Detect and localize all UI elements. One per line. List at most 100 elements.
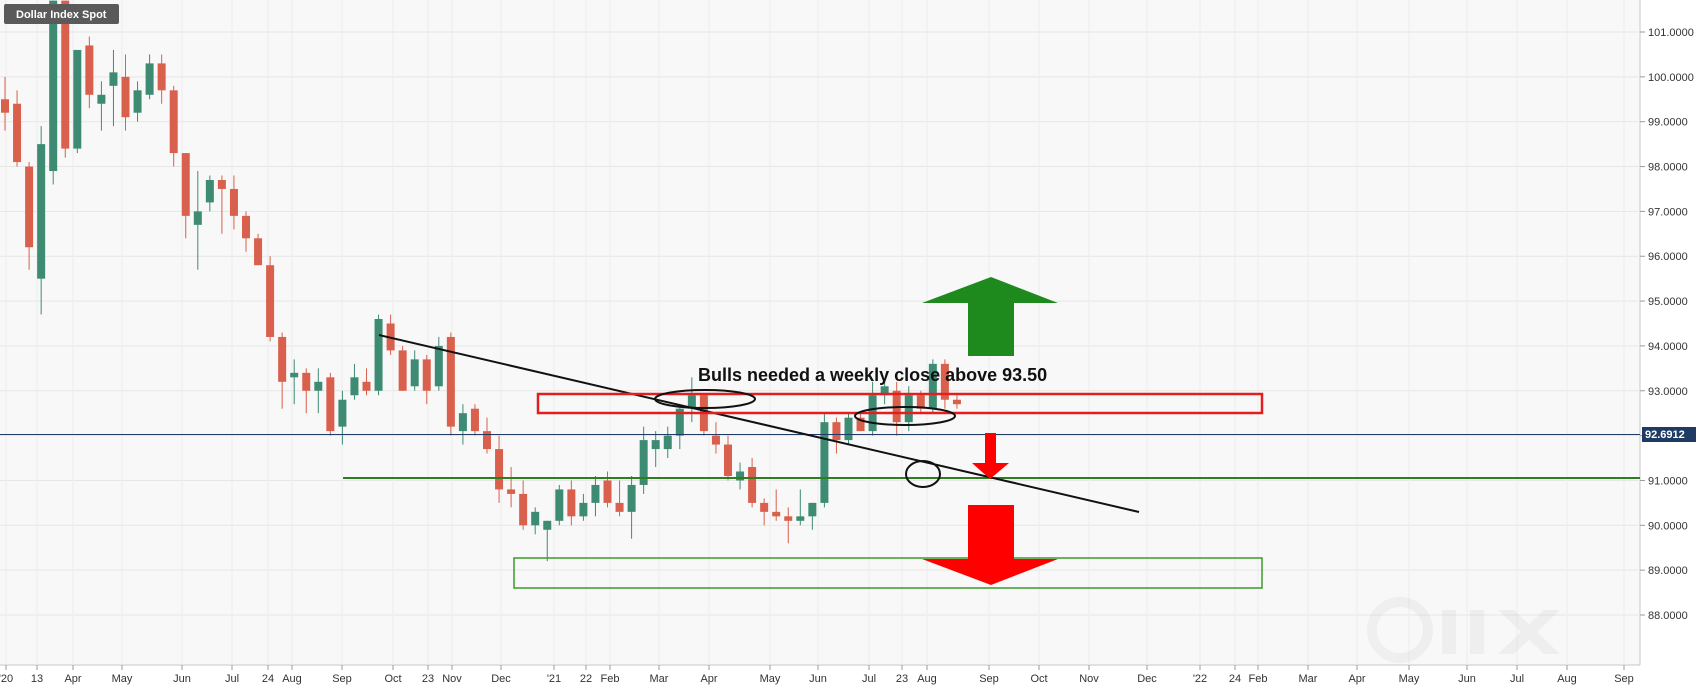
x-tick-label: Sep (979, 673, 999, 685)
candle (398, 345, 407, 391)
x-tick-label: Nov (442, 673, 462, 685)
candle (109, 49, 118, 127)
candle-body-bear (567, 489, 576, 517)
candle-body-bear (1, 99, 9, 113)
candle (37, 126, 46, 315)
plot-background (0, 0, 1640, 665)
candle-body-bear (615, 502, 624, 512)
candle-body-bear (483, 431, 491, 450)
x-tick-label: Jul (1510, 673, 1524, 685)
candle-body-bear (242, 215, 250, 239)
candle-body-bear (217, 179, 226, 189)
candle-body-bull (543, 520, 552, 530)
candle (61, 0, 70, 158)
x-tick-label: Jul (862, 673, 876, 685)
y-tick-label: 89.0000 (1648, 565, 1688, 577)
candle-body-bear (470, 408, 479, 432)
candle-body-bull (820, 422, 829, 503)
x-tick-label: Jun (173, 673, 191, 685)
candle (434, 336, 443, 391)
candle (25, 162, 34, 270)
candle-body-bear (121, 76, 130, 118)
candle-body-bear (832, 422, 841, 441)
candle-body-bear (772, 511, 781, 517)
candle-body-bull (338, 399, 347, 427)
candle-body-bear (278, 336, 287, 382)
candle (615, 480, 624, 517)
candle-body-bull (133, 90, 142, 113)
candle (242, 211, 250, 252)
candle-body-bear (169, 90, 178, 154)
bearish-arrow-icon (922, 505, 1058, 585)
candle-body-bull (736, 471, 745, 481)
candle-body-bull (808, 502, 817, 517)
x-tick-label: 23 (422, 673, 434, 685)
x-tick-label: Apr (64, 673, 81, 685)
price-axis-panel (1640, 0, 1707, 687)
y-tick-label: 101.0000 (1648, 27, 1694, 39)
candle (832, 417, 841, 454)
candle-body-bear (495, 449, 504, 490)
candle-body-bull (374, 319, 383, 391)
bullish-arrow-icon (922, 277, 1058, 356)
candle-body-bear (748, 467, 757, 503)
candle (736, 462, 745, 490)
candle (422, 354, 431, 405)
candle-body-bull (904, 395, 913, 423)
candle-body-bull (97, 94, 106, 104)
x-tick-label: Jun (1458, 673, 1476, 685)
recent-high-ellipse (854, 406, 956, 426)
candle (85, 36, 94, 109)
candle (278, 332, 287, 409)
x-tick-label: May (112, 673, 133, 685)
x-tick-label: 24 (1229, 673, 1241, 685)
current-price-label: 92.6912 (1645, 429, 1685, 441)
chart-title: Dollar Index Spot (16, 9, 107, 21)
x-tick-label: May (1399, 673, 1420, 685)
candle (362, 368, 371, 396)
x-tick-label: Aug (282, 673, 302, 685)
candle (49, 0, 58, 185)
swing-high-ellipse (654, 389, 756, 409)
candle (808, 502, 817, 530)
candle (579, 493, 588, 521)
x-tick-label: 22 (580, 673, 592, 685)
candle (458, 404, 467, 445)
x-tick-label: Jun (809, 673, 827, 685)
price-badge (1642, 427, 1696, 442)
candle (952, 395, 961, 409)
candle-body-bull (73, 49, 82, 149)
candle (254, 233, 263, 266)
x-tick-label: 13 (31, 673, 43, 685)
y-tick-label: 96.0000 (1648, 251, 1688, 263)
candle-body-bull (796, 516, 805, 521)
candle-body-bear (422, 359, 431, 391)
x-tick-label: Mar (650, 673, 669, 685)
candle (699, 395, 708, 436)
candle-body-bear (254, 238, 263, 266)
candle-body-bear (724, 444, 732, 476)
annotation-note: Bulls needed a weekly close above 93.50 (698, 365, 1047, 385)
candle-body-bear (157, 63, 166, 91)
candle (856, 413, 865, 432)
candle-body-bear (398, 350, 407, 391)
candle (145, 54, 154, 100)
candle-body-bear (711, 435, 720, 445)
candle-body-bear (266, 265, 275, 337)
candle (663, 426, 672, 459)
candle-body-bull (314, 381, 323, 391)
y-tick-label: 98.0000 (1648, 162, 1688, 174)
y-tick-label: 93.0000 (1648, 386, 1688, 398)
candle-body-bull (844, 417, 853, 441)
candle-body-bull (928, 363, 937, 409)
x-tick-label: Feb (601, 673, 620, 685)
candle (133, 81, 142, 122)
candle (639, 426, 648, 494)
candle (627, 475, 636, 539)
candle (338, 390, 347, 445)
candle-body-bear (856, 417, 865, 432)
candle (507, 467, 516, 508)
candle-body-bear (603, 480, 612, 503)
